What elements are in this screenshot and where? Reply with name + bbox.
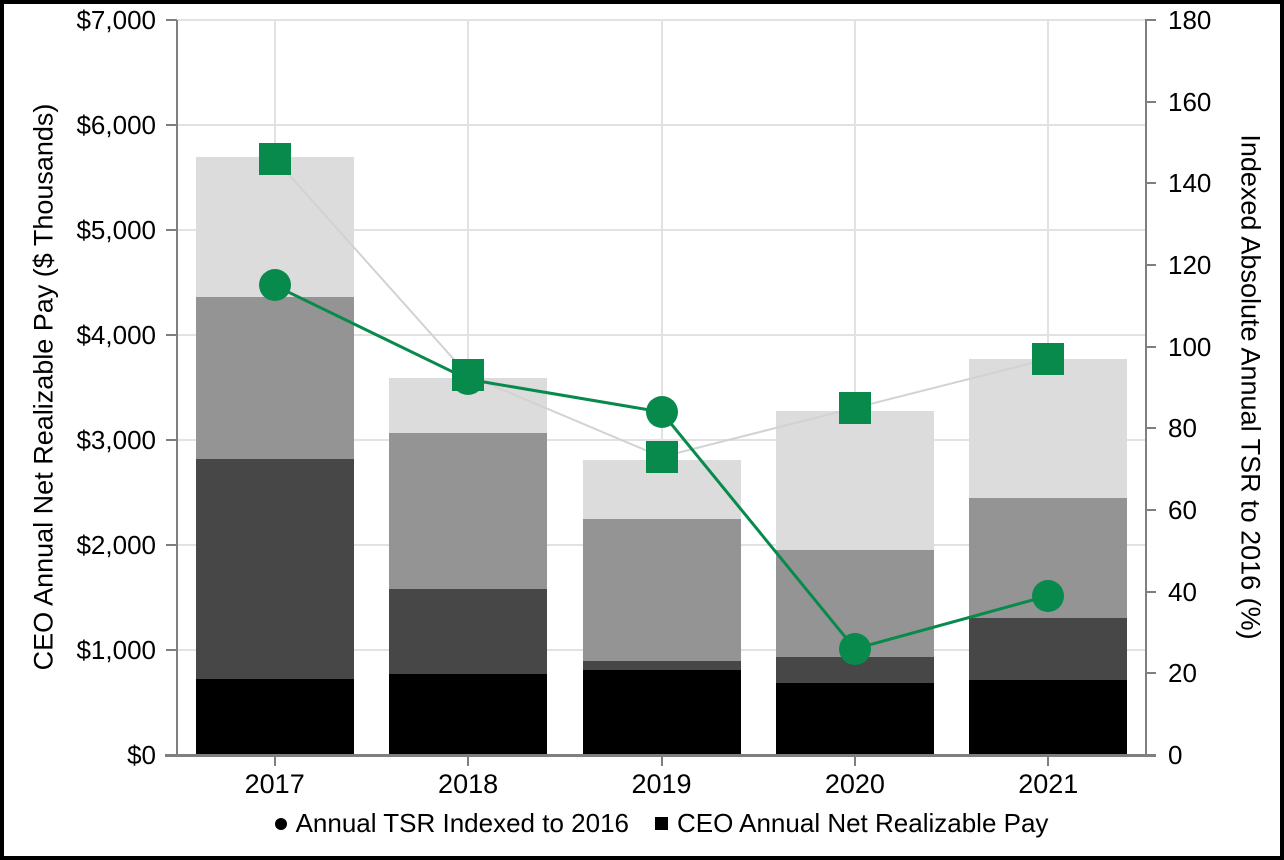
legend-item-tsr: Annual TSR Indexed to 2016 — [274, 808, 629, 839]
category-label: 2020 — [824, 769, 885, 799]
vertical-gridline — [853, 20, 856, 755]
bar-segment-pay-component-1-black — [775, 683, 934, 755]
right-axis-tick — [1145, 264, 1156, 266]
bottom-axis-tick — [1047, 755, 1050, 766]
left-axis-tick-label: $6,000 — [76, 110, 156, 140]
bar-segment-pay-component-4-light-gray — [775, 411, 934, 550]
left-axis-tick-label: $5,000 — [76, 215, 156, 245]
bar-segment-pay-component-1-black — [195, 679, 354, 755]
right-axis-tick — [1145, 590, 1156, 593]
left-axis-title: CEO Annual Net Realizable Pay ($ Thousan… — [28, 103, 59, 671]
left-axis-tick — [166, 544, 177, 546]
right-axis-tick-label: 160 — [1168, 86, 1212, 117]
bottom-axis-tick — [660, 755, 663, 766]
left-axis-tick-label: $3,000 — [76, 425, 156, 455]
pay-marker — [452, 359, 485, 392]
bottom-axis-tick — [273, 755, 276, 766]
bottom-axis-tick — [467, 755, 470, 766]
right-axis-tick-label: 120 — [1168, 250, 1212, 280]
left-axis-tick — [166, 229, 177, 231]
left-axis-tick — [166, 124, 177, 126]
pay-marker — [838, 391, 871, 424]
tsr-marker — [1032, 579, 1065, 612]
bar-segment-pay-component-2-dark-gray — [582, 661, 741, 670]
right-axis-tick-label: 180 — [1168, 5, 1212, 35]
left-axis-tick — [166, 439, 177, 441]
bottom-axis-tick — [853, 755, 856, 766]
legend-square-icon — [655, 817, 668, 830]
right-axis-tick-label: 20 — [1168, 658, 1197, 689]
bar-segment-pay-component-3-medium-gray — [389, 432, 548, 590]
legend-label-pay: CEO Annual Net Realizable Pay — [677, 808, 1049, 838]
right-axis-tick-label: 40 — [1168, 576, 1197, 607]
legend: Annual TSR Indexed to 2016 CEO Annual Ne… — [178, 808, 1145, 839]
bar-segment-pay-component-2-dark-gray — [195, 459, 354, 680]
right-axis-tick — [1145, 754, 1156, 756]
right-axis-line — [1145, 20, 1147, 755]
right-axis-tick-label: 100 — [1168, 331, 1212, 362]
right-axis-tick — [1145, 427, 1156, 430]
tsr-marker — [838, 632, 871, 665]
pay-marker — [258, 142, 291, 175]
category-label: 2021 — [1018, 769, 1079, 799]
bar-segment-pay-component-2-dark-gray — [969, 617, 1128, 680]
bar-segment-pay-component-1-black — [389, 673, 548, 755]
left-axis-tick-label: $1,000 — [76, 635, 156, 665]
right-axis-tick — [1145, 19, 1156, 21]
right-axis-tick — [1145, 672, 1156, 675]
category-label: 2018 — [438, 769, 499, 799]
right-axis-tick — [1145, 182, 1156, 185]
bar-segment-pay-component-3-medium-gray — [195, 297, 354, 460]
tsr-marker — [258, 269, 291, 302]
legend-label-tsr: Annual TSR Indexed to 2016 — [295, 808, 629, 838]
right-axis-tick-label: 0 — [1168, 740, 1183, 770]
right-axis-tick — [1145, 345, 1156, 348]
left-axis-tick — [166, 334, 177, 336]
vertical-gridline — [660, 20, 663, 755]
pay-marker — [1032, 342, 1065, 375]
right-axis-tick-label: 60 — [1168, 495, 1197, 525]
left-axis-line — [176, 20, 178, 755]
category-label: 2017 — [244, 769, 305, 799]
left-axis-tick — [166, 649, 177, 651]
bar-segment-pay-component-1-black — [582, 669, 741, 755]
left-axis-tick-label: $4,000 — [76, 320, 156, 350]
category-label: 2019 — [631, 769, 692, 799]
bar-segment-pay-component-3-medium-gray — [582, 518, 741, 662]
right-axis-tick-label: 80 — [1168, 413, 1197, 444]
right-axis-title: Indexed Absolute Annual TSR to 2016 (%) — [1235, 134, 1266, 640]
left-axis-tick-label: $0 — [127, 740, 156, 770]
tsr-marker — [645, 396, 678, 428]
left-axis-tick — [166, 754, 177, 756]
right-axis-tick — [1145, 100, 1156, 103]
right-axis-tick — [1145, 509, 1156, 511]
bar-segment-pay-component-2-dark-gray — [389, 589, 548, 674]
legend-circle-icon — [274, 817, 287, 830]
left-axis-tick — [166, 19, 177, 21]
left-axis-tick-label: $2,000 — [76, 530, 156, 560]
right-axis-tick-label: 140 — [1168, 168, 1212, 199]
left-axis-tick-label: $7,000 — [76, 5, 156, 35]
bar-segment-pay-component-1-black — [969, 679, 1128, 755]
pay-marker — [645, 440, 678, 473]
legend-item-pay: CEO Annual Net Realizable Pay — [655, 808, 1048, 839]
bar-segment-pay-component-4-light-gray — [969, 359, 1128, 498]
